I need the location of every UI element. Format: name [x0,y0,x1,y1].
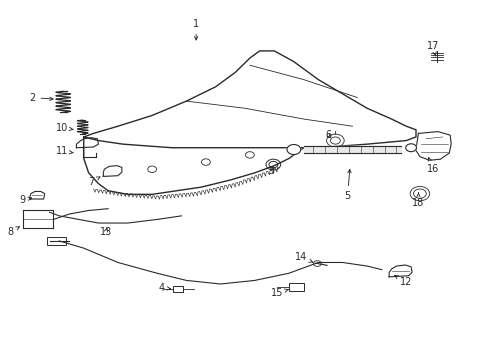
Bar [289,283,304,291]
Circle shape [406,144,416,152]
Text: 17: 17 [427,41,440,56]
Text: 18: 18 [412,193,424,208]
Text: 10: 10 [56,123,74,133]
Bar [172,286,183,292]
Text: 8: 8 [7,227,20,237]
Text: 4: 4 [159,283,171,293]
Text: 11: 11 [56,146,74,156]
Text: 9: 9 [20,195,32,205]
Text: 7: 7 [88,177,100,187]
Text: 1: 1 [193,19,199,40]
Text: 16: 16 [427,158,439,174]
Bar [47,237,66,245]
Circle shape [287,144,301,154]
Text: 6: 6 [325,130,331,140]
Text: 13: 13 [99,227,112,237]
Text: 15: 15 [270,288,289,298]
Text: 5: 5 [344,170,351,201]
Circle shape [314,261,321,266]
Text: 2: 2 [29,93,53,103]
Text: 14: 14 [295,252,313,262]
Text: 12: 12 [394,275,413,287]
Text: 3: 3 [269,166,275,176]
